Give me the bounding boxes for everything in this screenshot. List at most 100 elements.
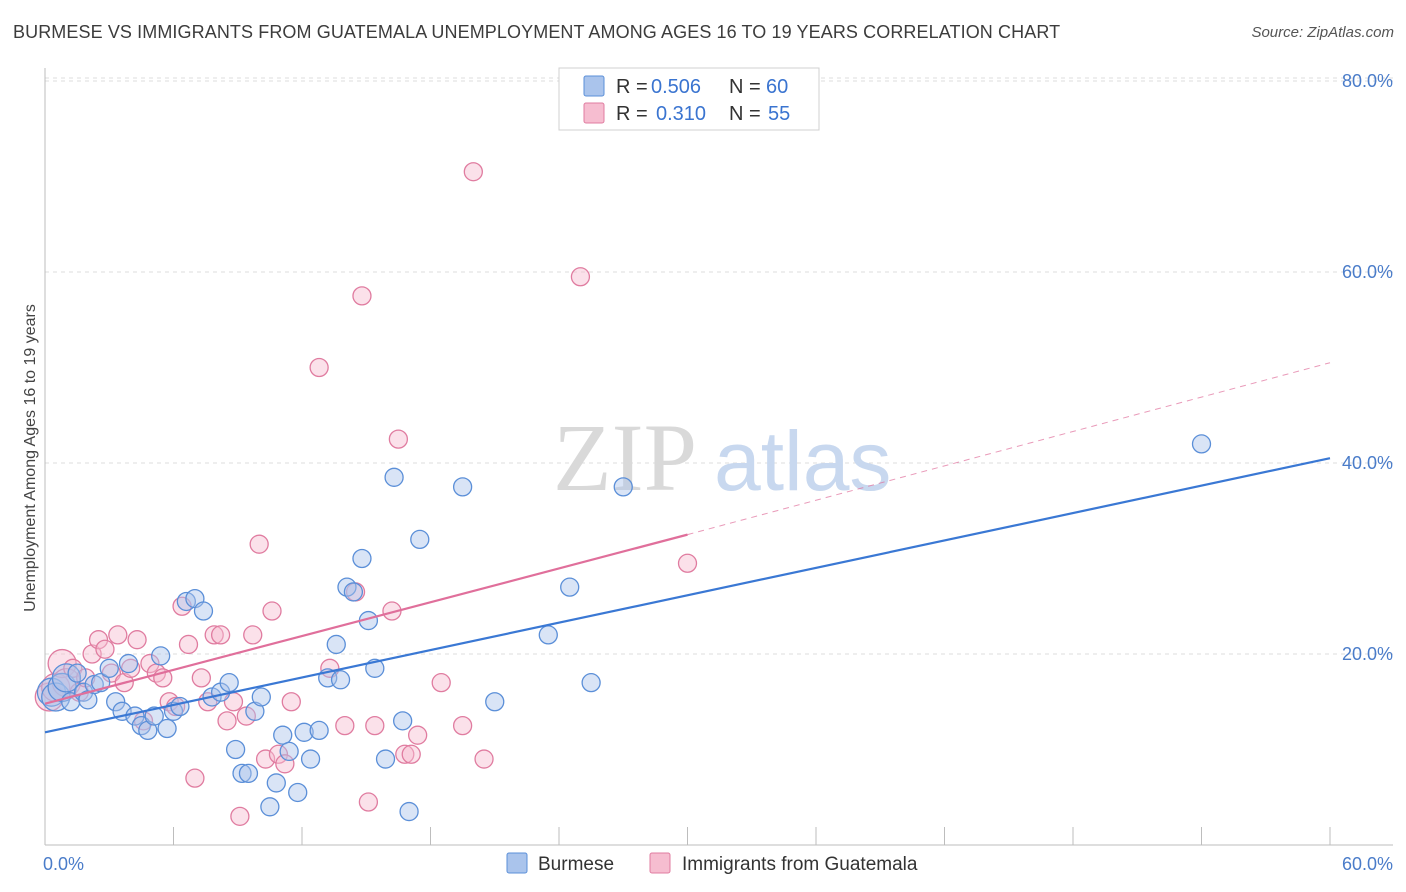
guatemala-point-24 — [191, 668, 211, 688]
burmese-point-33 — [260, 797, 280, 817]
legend-n-label-1: N = — [729, 76, 761, 98]
guatemala-point-27 — [210, 625, 231, 645]
burmese-point-37 — [288, 782, 308, 803]
series-guatemala-points — [34, 162, 698, 826]
guatemala-point-28 — [217, 711, 237, 731]
guatemala-point-26 — [204, 625, 224, 645]
burmese-point-60 — [1191, 434, 1212, 454]
burmese-point-31 — [245, 701, 265, 721]
burmese-point-17 — [144, 706, 164, 726]
burmese-point-34 — [266, 773, 286, 793]
burmese-point-58 — [581, 673, 601, 693]
burmese-point-13 — [118, 653, 139, 674]
burmese-point-27 — [219, 673, 239, 693]
legend-r-value-1: 0.506 — [651, 76, 701, 98]
legend-swatch-guatemala — [583, 102, 605, 124]
burmese-point-38 — [294, 722, 314, 742]
guatemala-point-48 — [395, 744, 415, 764]
burmese-point-54 — [452, 477, 473, 497]
burmese-point-11 — [106, 692, 126, 712]
burmese-point-32 — [251, 687, 271, 707]
guatemala-point-22 — [178, 634, 199, 655]
burmese-point-16 — [138, 720, 158, 741]
burmese-point-10 — [99, 658, 119, 678]
guatemala-point-49 — [401, 744, 421, 764]
burmese-point-56 — [538, 625, 558, 645]
burmese-point-24 — [193, 601, 214, 621]
guatemala-point-55 — [570, 267, 591, 287]
guatemala-point-47 — [388, 429, 409, 449]
x-tick-label-1: 60.0% — [1342, 854, 1393, 874]
guatemala-point-30 — [230, 806, 250, 826]
y-tick-label-3: 80.0% — [1342, 71, 1393, 91]
burmese-point-39 — [300, 749, 321, 769]
guatemala-point-11 — [108, 625, 128, 645]
watermark-zip: ZIP — [553, 404, 697, 511]
burmese-point-45 — [343, 582, 364, 602]
trend-lines — [44, 362, 1331, 734]
guatemala-point-33 — [249, 534, 269, 554]
burmese-point-49 — [375, 749, 396, 769]
burmese-point-5 — [67, 663, 87, 683]
guatemala-point-50 — [407, 725, 428, 745]
guatemala-point-51 — [431, 673, 451, 693]
bottom-legend-swatch-burmese — [506, 852, 528, 874]
bottom-legend-guatemala: Immigrants from Guatemala — [682, 854, 918, 875]
chart-title: BURMESE VS IMMIGRANTS FROM GUATEMALA UNE… — [13, 22, 1061, 42]
guatemala-point-52 — [452, 715, 473, 736]
guatemala-point-9 — [95, 639, 115, 659]
top-legend: R = 0.506 N = 60 R = 0.310 N = 55 — [558, 67, 820, 131]
x-tick-label-0: 0.0% — [43, 854, 84, 874]
guatemala-point-44 — [358, 792, 379, 812]
trend-line-burmese — [44, 457, 1331, 734]
guatemala-point-35 — [262, 601, 282, 621]
y-tick-labels: 20.0% 40.0% 60.0% 80.0% — [1342, 71, 1393, 664]
x-tick-labels: 0.0% 60.0% — [43, 854, 1393, 874]
burmese-point-40 — [309, 720, 329, 741]
source-label: Source: ZipAtlas.com — [1251, 24, 1394, 41]
guatemala-point-8 — [88, 630, 109, 650]
y-tick-label-1: 40.0% — [1342, 453, 1393, 473]
legend-swatch-burmese — [583, 75, 605, 97]
trend-line-guatemala-extension — [687, 362, 1331, 536]
burmese-point-53 — [410, 529, 430, 550]
guatemala-point-45 — [365, 715, 385, 736]
watermark-atlas: atlas — [714, 414, 891, 508]
legend-n-value-2: 55 — [768, 103, 790, 125]
legend-r-label-1: R = — [616, 76, 648, 98]
guatemala-point-32 — [243, 625, 263, 645]
trend-line-guatemala — [44, 533, 688, 705]
burmese-point-28 — [225, 739, 246, 760]
burmese-point-50 — [384, 467, 404, 487]
burmese-point-43 — [330, 670, 351, 690]
guatemala-point-53 — [463, 162, 483, 182]
legend-n-label-2: N = — [729, 103, 761, 125]
guatemala-point-43 — [352, 286, 372, 306]
guatemala-point-56 — [677, 553, 698, 573]
y-tick-label-2: 60.0% — [1342, 262, 1393, 282]
bottom-legend-burmese: Burmese — [538, 854, 614, 875]
y-tick-label-0: 20.0% — [1342, 644, 1393, 664]
watermark: ZIP atlas — [553, 404, 891, 511]
burmese-point-19 — [157, 718, 177, 739]
burmese-point-29 — [232, 763, 252, 784]
burmese-point-55 — [485, 692, 505, 712]
burmese-point-51 — [393, 711, 413, 731]
guatemala-point-41 — [335, 715, 355, 736]
burmese-point-59 — [613, 477, 633, 497]
legend-n-value-1: 60 — [766, 76, 788, 98]
bottom-legend: Burmese Immigrants from Guatemala — [506, 852, 918, 875]
legend-r-value-2: 0.310 — [656, 103, 706, 125]
burmese-point-35 — [273, 725, 293, 745]
burmese-point-52 — [399, 801, 419, 822]
burmese-point-3 — [51, 663, 82, 693]
burmese-point-18 — [150, 646, 171, 666]
burmese-point-42 — [326, 634, 346, 655]
burmese-point-57 — [560, 577, 580, 597]
burmese-point-21 — [170, 696, 190, 717]
guatemala-point-54 — [474, 749, 494, 769]
guatemala-point-39 — [309, 357, 329, 378]
bottom-legend-swatch-guatemala — [649, 852, 671, 874]
series-burmese-points — [36, 434, 1212, 822]
